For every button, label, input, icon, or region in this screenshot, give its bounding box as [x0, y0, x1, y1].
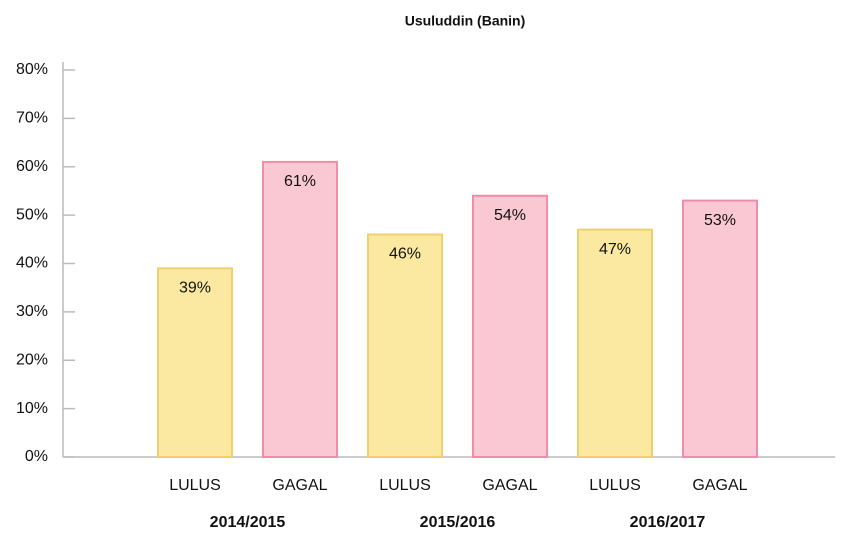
- x-tick-label: GAGAL: [272, 477, 327, 494]
- bar: [682, 199, 758, 459]
- value-label: 47%: [599, 241, 631, 258]
- chart-title: Usuluddin (Banin): [405, 13, 526, 29]
- value-label: 39%: [179, 280, 211, 297]
- bar: [577, 228, 653, 458]
- x-tick-label: GAGAL: [482, 477, 537, 494]
- x-tick-label: LULUS: [589, 477, 641, 494]
- bar: [262, 160, 338, 458]
- y-tick-label: 70%: [16, 110, 48, 127]
- y-tick-label: 0%: [25, 448, 48, 465]
- group-label: 2015/2016: [420, 514, 496, 531]
- value-label: 54%: [494, 207, 526, 224]
- y-tick-label: 50%: [16, 206, 48, 223]
- y-tick-label: 60%: [16, 158, 48, 175]
- bar: [157, 267, 233, 458]
- x-tick-label: LULUS: [169, 477, 221, 494]
- value-label: 46%: [389, 246, 421, 263]
- group-label: 2016/2017: [630, 514, 706, 531]
- y-tick-label: 20%: [16, 351, 48, 368]
- x-tick-label: LULUS: [379, 477, 431, 494]
- value-label: 53%: [704, 212, 736, 229]
- x-tick-label: GAGAL: [692, 477, 747, 494]
- group-label: 2014/2015: [210, 514, 286, 531]
- y-tick-label: 40%: [16, 255, 48, 272]
- bar: [367, 233, 443, 458]
- y-tick-label: 30%: [16, 303, 48, 320]
- value-label: 61%: [284, 173, 316, 190]
- y-tick-label: 10%: [16, 400, 48, 417]
- bar: [472, 194, 548, 458]
- y-tick-label: 80%: [16, 61, 48, 78]
